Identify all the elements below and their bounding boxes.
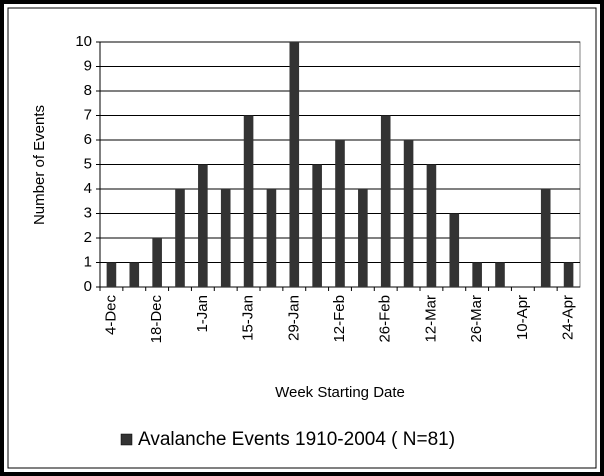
x-tick-label: 18-Dec bbox=[148, 295, 165, 344]
bar bbox=[129, 262, 140, 287]
x-tick-label: 1-Jan bbox=[194, 295, 211, 333]
x-tick-label: 26-Mar bbox=[468, 295, 485, 343]
bar bbox=[243, 115, 254, 287]
x-tick-label: 24-Apr bbox=[560, 295, 577, 340]
y-axis-title: Number of Events bbox=[31, 105, 48, 225]
bar bbox=[563, 262, 574, 287]
bar bbox=[152, 238, 162, 287]
bar bbox=[198, 164, 208, 287]
x-tick-label: 15-Jan bbox=[240, 295, 257, 341]
x-axis-title: Week Starting Date bbox=[275, 384, 405, 401]
bar bbox=[289, 42, 300, 287]
bar bbox=[220, 189, 231, 287]
x-tick-label: 10-Apr bbox=[514, 295, 531, 340]
bar bbox=[106, 262, 117, 287]
bar bbox=[380, 115, 391, 287]
y-tick-label: 4 bbox=[84, 180, 92, 197]
legend-swatch bbox=[120, 433, 133, 446]
y-tick-label: 6 bbox=[84, 131, 92, 148]
x-tick-label: 12-Feb bbox=[331, 295, 348, 343]
y-tick-label: 3 bbox=[84, 204, 92, 221]
x-tick-label: 12-Mar bbox=[422, 295, 439, 343]
x-tick-label: 29-Jan bbox=[285, 295, 302, 341]
bar bbox=[358, 189, 368, 287]
bar bbox=[312, 164, 322, 287]
bar bbox=[540, 189, 551, 287]
bar bbox=[175, 189, 185, 287]
bar bbox=[266, 189, 277, 287]
bar bbox=[472, 262, 482, 287]
bar bbox=[403, 140, 414, 287]
y-tick-label: 9 bbox=[84, 57, 92, 74]
y-tick-label: 1 bbox=[84, 253, 92, 270]
x-tick-label: 4-Dec bbox=[102, 295, 119, 336]
chart-area-border bbox=[7, 7, 597, 469]
y-tick-label: 0 bbox=[84, 278, 92, 295]
bar bbox=[426, 164, 437, 287]
x-tick-label: 26-Feb bbox=[377, 295, 394, 343]
y-tick-label: 10 bbox=[75, 33, 92, 50]
y-tick-label: 2 bbox=[84, 229, 92, 246]
bar bbox=[495, 262, 505, 287]
legend-label: Avalanche Events 1910-2004 ( N=81) bbox=[138, 429, 455, 450]
bar bbox=[335, 140, 345, 287]
bar bbox=[449, 213, 460, 287]
y-tick-label: 5 bbox=[84, 155, 92, 172]
y-tick-label: 7 bbox=[84, 106, 92, 123]
y-tick-label: 8 bbox=[84, 82, 92, 99]
